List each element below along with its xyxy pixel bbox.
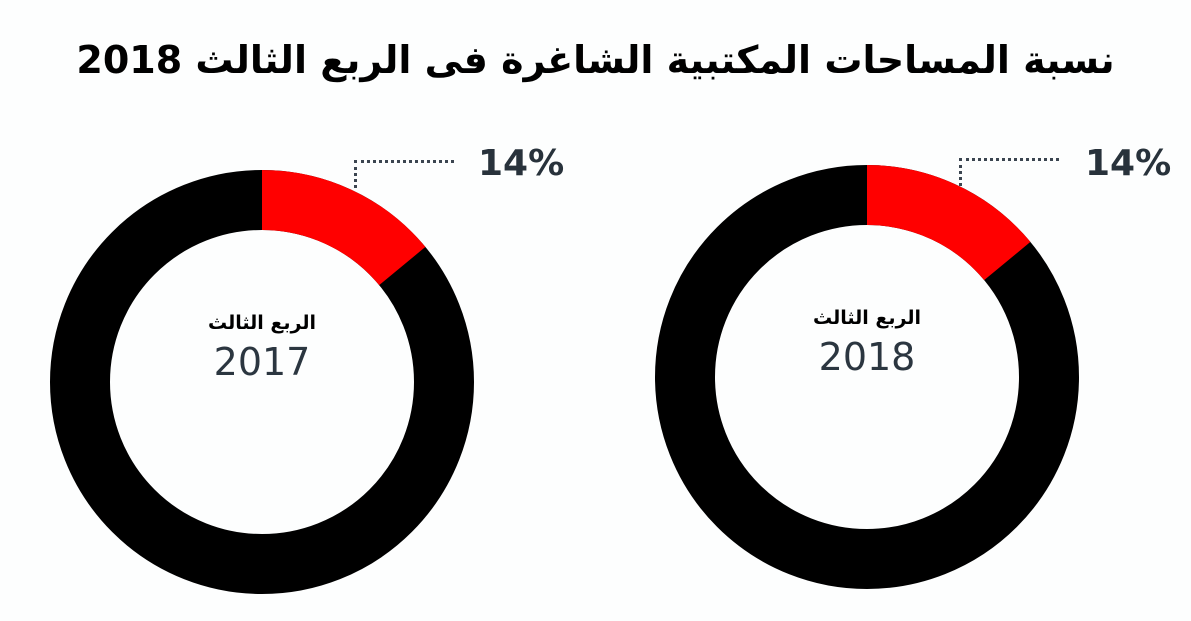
donut-chart-2018: الربع الثالث 2018	[647, 157, 1087, 597]
vacant-segment	[50, 170, 474, 594]
leader-line	[354, 160, 357, 188]
donut-svg	[655, 165, 1079, 589]
percent-label-2018: 14%	[1085, 143, 1172, 184]
leader-line	[959, 158, 962, 186]
donut-svg	[50, 170, 474, 594]
center-label: الربع الثالث 2017	[42, 312, 482, 384]
year-label: 2017	[213, 340, 311, 384]
vacant-segment	[655, 165, 1079, 589]
percent-label-2017: 14%	[478, 143, 565, 184]
leader-line	[354, 160, 454, 163]
chart-title: نسبة المساحات المكتبية الشاغرة فى الربع …	[76, 38, 1115, 82]
donut-chart-2017: الربع الثالث 2017	[42, 162, 482, 602]
center-label: الربع الثالث 2018	[647, 307, 1087, 379]
quarter-label: الربع الثالث	[813, 307, 921, 329]
quarter-label: الربع الثالث	[208, 312, 316, 334]
year-label: 2018	[818, 335, 916, 379]
leader-line	[959, 158, 1059, 161]
